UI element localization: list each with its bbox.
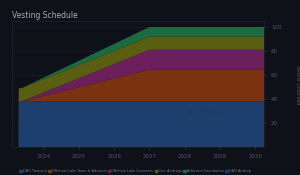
Y-axis label: Tokens Unlocked: Tokens Unlocked: [295, 64, 300, 104]
Text: ▮▮ Messari: ▮▮ Messari: [188, 107, 233, 116]
Text: Vesting Schedule: Vesting Schedule: [12, 11, 78, 20]
Legend: DAO Treasury, Offchain Labs Team & Advisors, Offchain Labs Investors, User Airdr: DAO Treasury, Offchain Labs Team & Advis…: [19, 169, 251, 173]
